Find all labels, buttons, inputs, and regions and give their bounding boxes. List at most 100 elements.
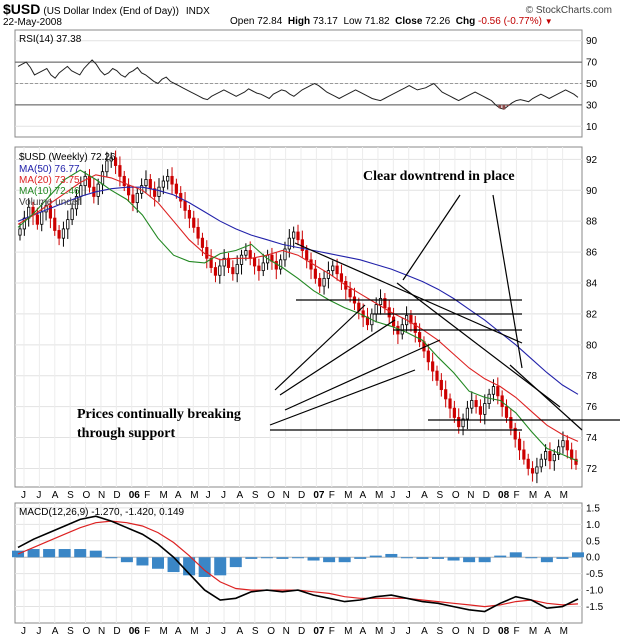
candle-body (118, 165, 122, 177)
candle-body (565, 440, 569, 451)
price-y-tick-label: 80 (586, 340, 598, 351)
close-value: 72.26 (425, 16, 451, 27)
price-y-tick-label: 76 (586, 402, 598, 413)
candle-body (174, 183, 178, 194)
rsi-y-tick-label: 90 (586, 36, 598, 47)
candle-body (261, 262, 265, 272)
x-tick-label: S (252, 490, 259, 501)
rsi-y-tick-label: 10 (586, 122, 598, 133)
price-y-tick-label: 84 (586, 279, 598, 290)
candle-body (331, 265, 335, 272)
open-value: 72.84 (257, 16, 283, 27)
candle-body (400, 324, 404, 335)
quote-bar: Open 72.84 High 73.17 Low 71.82 Close 72… (230, 16, 553, 27)
candle-body (517, 438, 522, 451)
macd-histogram-bar (540, 557, 553, 563)
candle-body (57, 230, 61, 239)
ma50-line (17, 186, 579, 395)
x-tick-label: S (437, 490, 444, 501)
x-tick-label: M (529, 490, 537, 501)
x-tick-label: M (560, 490, 568, 501)
x-tick-label: A (544, 490, 551, 501)
chart-header: $USD (US Dollar Index (End of Day)) INDX … (0, 0, 620, 30)
x-tick-label: 08 (498, 626, 510, 637)
ma10-legend: MA(10) 72.46 (19, 186, 80, 197)
candle-body (387, 307, 391, 318)
candle-body (574, 458, 578, 465)
candle-body (144, 179, 148, 187)
macd-histogram-bar (27, 549, 40, 558)
low-label: Low (343, 16, 362, 27)
x-tick-label: D (483, 626, 490, 637)
macd-y-tick-label: -0.5 (586, 569, 604, 580)
macd-histogram-bar (214, 557, 227, 576)
x-tick-label: O (452, 490, 460, 501)
x-tick-label: M (344, 490, 352, 501)
candle-body (339, 273, 344, 282)
macd-histogram-bar (432, 557, 444, 559)
x-tick-label: F (329, 626, 335, 637)
candle-body (543, 451, 548, 460)
candle-body (513, 427, 517, 440)
macd-histogram-bar (167, 557, 180, 573)
price-y-tick-label: 72 (586, 464, 598, 475)
macd-histogram-bar (229, 557, 242, 568)
price-title: $USD (Weekly) 72.26 (19, 152, 116, 163)
chg-label: Chg (455, 16, 476, 27)
x-tick-label: M (190, 490, 198, 501)
candle-body (170, 175, 174, 185)
rsi-line (17, 59, 579, 110)
x-tick-label: S (437, 626, 444, 637)
high-label: High (287, 16, 311, 27)
candle-body (348, 288, 352, 298)
macd-histogram-bar (245, 557, 258, 559)
x-tick-label: 07 (313, 626, 325, 637)
downtrend-annotation: Clear downtrend in place (363, 169, 515, 184)
candle-body (35, 214, 39, 225)
ma20-line (17, 174, 579, 442)
x-tick-label: D (113, 626, 120, 637)
macd-histogram-bar (525, 557, 538, 559)
candle-body (135, 192, 139, 204)
price-panel (14, 146, 583, 488)
price-y-tick-label: 92 (586, 155, 598, 166)
macd-histogram-bar (494, 555, 507, 558)
x-tick-label: A (236, 490, 243, 501)
macd-histogram-bar (354, 557, 367, 559)
candle-body (209, 257, 213, 268)
x-tick-label: J (21, 626, 26, 637)
macd-histogram-bar (400, 557, 413, 559)
candle-body (61, 228, 66, 239)
candle-body (361, 310, 365, 318)
x-tick-label: F (513, 626, 519, 637)
x-tick-label: A (544, 626, 551, 637)
x-tick-label: 06 (129, 490, 141, 501)
candle-body (322, 277, 326, 287)
macd-y-tick-label: 1.0 (586, 520, 600, 531)
x-tick-label: F (144, 490, 150, 501)
candle-body (292, 231, 296, 239)
macd-histogram-bar (416, 557, 429, 559)
x-tick-label: O (83, 490, 91, 501)
candle-body (448, 398, 452, 409)
candle-body (461, 418, 465, 428)
x-tick-label: S (252, 626, 259, 637)
x-tick-label: F (144, 626, 150, 637)
x-tick-label: A (175, 626, 182, 637)
candle-body (335, 265, 339, 275)
x-tick-label: D (298, 626, 305, 637)
x-tick-label: J (406, 490, 411, 501)
candle-body (526, 458, 530, 469)
macd-histogram-bar (307, 557, 320, 561)
candle-body (465, 407, 470, 420)
x-tick-label: S (67, 490, 74, 501)
candle-body (105, 160, 109, 173)
candle-body (226, 257, 231, 268)
candle-body (530, 468, 535, 474)
candle-body (248, 250, 252, 259)
candle-body (452, 407, 456, 418)
macd-histogram-bar (572, 552, 584, 558)
candle-body (196, 226, 200, 239)
macd-histogram-bar (478, 557, 491, 563)
candle-body (157, 186, 161, 197)
